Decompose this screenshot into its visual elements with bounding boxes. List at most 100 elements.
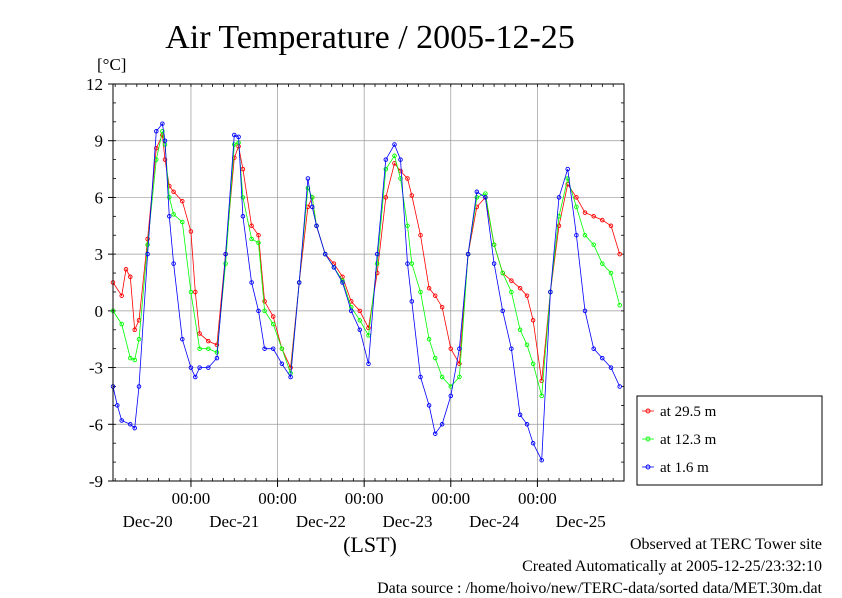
- data-point: [167, 195, 172, 200]
- legend-label: at 1.6 m: [660, 460, 709, 476]
- data-point: [206, 346, 211, 351]
- data-point: [491, 242, 497, 247]
- data-point: [405, 176, 410, 181]
- data-point: [262, 299, 267, 304]
- data-point: [236, 134, 241, 140]
- data-point: [206, 365, 211, 370]
- y-tick-label: 0: [95, 302, 104, 321]
- data-point: [426, 403, 432, 408]
- x-axis-label: (LST): [343, 532, 397, 557]
- data-point: [491, 261, 497, 266]
- data-point: [309, 204, 315, 210]
- data-point: [262, 308, 267, 314]
- data-point: [296, 280, 302, 285]
- data-point: [288, 374, 293, 380]
- data-point: [188, 365, 194, 370]
- data-point: [314, 223, 319, 229]
- x-day-label: Dec-20: [123, 512, 173, 531]
- y-tick-label: 3: [95, 245, 104, 264]
- data-point: [197, 331, 202, 336]
- data-point: [617, 251, 622, 257]
- data-point: [197, 365, 202, 370]
- y-tick-label: 9: [95, 132, 104, 151]
- data-point: [136, 336, 142, 342]
- data-point: [548, 289, 553, 295]
- data-point: [600, 217, 605, 223]
- x-tick-time-label: 00:00: [518, 489, 557, 508]
- x-tick-time-label: 00:00: [172, 489, 211, 508]
- data-point: [565, 166, 570, 172]
- data-point: [448, 346, 454, 351]
- data-point: [405, 223, 410, 229]
- data-point: [574, 204, 579, 210]
- data-point: [123, 267, 129, 272]
- data-point: [524, 342, 530, 348]
- data-point: [383, 195, 389, 200]
- chart-title: Air Temperature / 2005-12-25: [165, 19, 575, 56]
- data-point: [582, 232, 588, 238]
- data-point: [270, 321, 276, 327]
- data-point: [608, 365, 614, 370]
- legend-swatch-marker: [645, 408, 651, 414]
- data-point: [171, 212, 176, 217]
- x-tick-time-label: 00:00: [431, 489, 470, 508]
- data-point: [262, 346, 267, 351]
- data-point: [409, 299, 415, 304]
- data-point: [457, 346, 462, 351]
- legend-swatch-marker: [645, 464, 651, 470]
- data-point: [509, 278, 514, 283]
- data-point: [322, 251, 328, 257]
- data-point: [180, 219, 185, 225]
- data-point: [448, 393, 454, 399]
- data-point: [439, 374, 445, 380]
- data-point: [483, 195, 488, 200]
- data-point: [591, 214, 596, 219]
- data-point: [374, 251, 380, 257]
- data-point: [145, 242, 150, 247]
- data-point: [132, 357, 137, 363]
- data-point: [256, 240, 261, 246]
- data-point: [223, 261, 228, 266]
- y-tick-label: 12: [86, 75, 103, 94]
- data-point: [418, 374, 423, 380]
- series-line: [112, 131, 621, 397]
- data-point: [465, 251, 471, 257]
- data-point: [154, 146, 159, 151]
- data-point: [132, 425, 137, 431]
- data-point: [232, 132, 237, 138]
- data-point: [398, 157, 403, 162]
- series-line: [112, 122, 621, 462]
- data-point: [398, 176, 403, 181]
- data-point: [383, 166, 389, 172]
- data-point: [366, 333, 371, 338]
- data-point: [426, 285, 432, 291]
- air-temperature-chart: Air Temperature / 2005-12-25 [°C] 12 9 6 3 0…: [86, 19, 823, 557]
- data-point: [582, 210, 588, 215]
- data-point: [119, 293, 124, 298]
- data-point: [162, 157, 168, 162]
- data-point: [256, 232, 261, 238]
- data-point: [432, 293, 438, 298]
- data-point: [374, 261, 380, 266]
- data-point: [517, 327, 523, 333]
- legend-swatch-marker: [645, 436, 651, 442]
- data-point: [530, 440, 536, 446]
- data-point: [128, 422, 133, 427]
- data-point: [426, 336, 432, 342]
- data-point: [206, 338, 211, 344]
- x-day-label: Dec-21: [209, 512, 259, 531]
- data-point: [162, 138, 168, 143]
- data-point: [240, 214, 246, 219]
- y-tick-labels: 12 9 6 3 0 -3 -6 -9: [86, 75, 103, 491]
- data-point: [279, 361, 285, 367]
- data-point: [240, 195, 246, 200]
- data-point: [180, 336, 185, 342]
- data-point: [348, 308, 354, 314]
- data-point: [366, 361, 371, 367]
- data-point: [214, 342, 220, 348]
- data-point: [617, 384, 622, 389]
- data-point: [392, 153, 397, 159]
- data-point: [432, 355, 438, 361]
- data-point: [405, 261, 410, 266]
- x-tick-labels: 00:00 00:00 00:00 00:00 00:00 Dec-20 Dec-21 Dec…: [123, 489, 606, 531]
